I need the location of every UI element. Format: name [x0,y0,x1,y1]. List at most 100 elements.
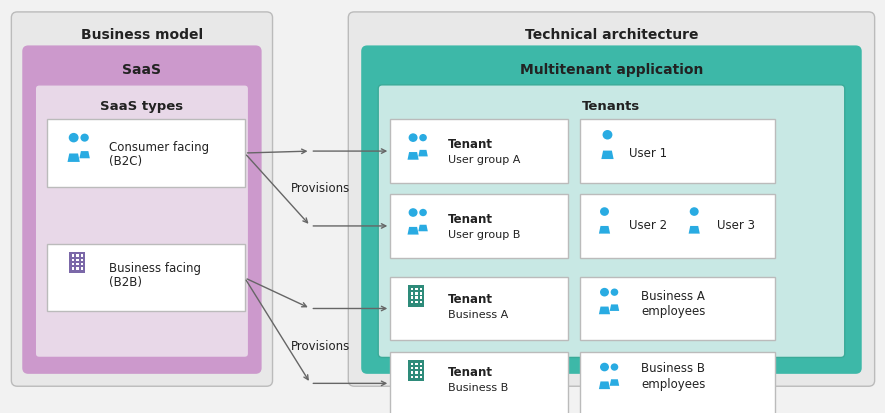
Text: Multitenant application: Multitenant application [519,63,704,77]
FancyBboxPatch shape [415,288,418,291]
FancyBboxPatch shape [76,263,79,266]
Circle shape [81,134,88,142]
FancyBboxPatch shape [81,259,83,261]
Text: SaaS: SaaS [122,63,161,77]
Circle shape [69,133,79,143]
FancyBboxPatch shape [580,277,775,340]
FancyBboxPatch shape [35,85,249,358]
FancyBboxPatch shape [349,13,874,386]
Text: SaaS types: SaaS types [100,100,183,113]
FancyBboxPatch shape [81,263,83,266]
FancyBboxPatch shape [415,371,418,374]
FancyBboxPatch shape [415,363,418,365]
FancyBboxPatch shape [390,352,567,413]
Circle shape [611,363,619,371]
Text: Provisions: Provisions [291,339,350,353]
FancyBboxPatch shape [390,195,567,258]
Text: Business facing: Business facing [109,261,201,274]
Polygon shape [599,226,610,234]
Circle shape [600,288,609,297]
Text: Tenant: Tenant [448,293,493,306]
FancyBboxPatch shape [411,376,413,378]
FancyBboxPatch shape [580,120,775,183]
FancyBboxPatch shape [72,259,74,261]
FancyBboxPatch shape [415,376,418,378]
FancyBboxPatch shape [411,371,413,374]
FancyBboxPatch shape [415,301,418,304]
Text: User 3: User 3 [717,219,755,232]
FancyBboxPatch shape [408,361,424,382]
FancyBboxPatch shape [580,352,775,413]
Text: Business B: Business B [642,362,705,375]
FancyBboxPatch shape [419,367,422,370]
Polygon shape [80,152,90,159]
FancyBboxPatch shape [411,297,413,299]
FancyBboxPatch shape [47,244,244,312]
FancyBboxPatch shape [419,371,422,374]
Polygon shape [610,380,620,386]
Text: User group B: User group B [448,229,520,239]
FancyBboxPatch shape [411,363,413,365]
FancyBboxPatch shape [390,277,567,340]
FancyBboxPatch shape [411,288,413,291]
Circle shape [419,209,427,217]
FancyBboxPatch shape [378,85,845,358]
FancyBboxPatch shape [419,288,422,291]
FancyBboxPatch shape [76,255,79,257]
FancyBboxPatch shape [12,13,273,386]
Polygon shape [601,151,613,160]
Polygon shape [419,150,427,157]
Circle shape [603,131,612,140]
FancyBboxPatch shape [580,195,775,258]
Circle shape [409,134,418,142]
FancyBboxPatch shape [419,363,422,365]
Circle shape [600,363,609,371]
FancyBboxPatch shape [415,292,418,295]
FancyBboxPatch shape [415,367,418,370]
Text: Business B: Business B [448,382,508,392]
Circle shape [419,135,427,142]
FancyBboxPatch shape [69,252,85,273]
FancyBboxPatch shape [72,263,74,266]
FancyBboxPatch shape [81,255,83,257]
Text: User group A: User group A [448,154,520,164]
FancyBboxPatch shape [411,367,413,370]
Text: Business model: Business model [81,28,203,42]
FancyBboxPatch shape [419,297,422,299]
FancyBboxPatch shape [76,259,79,261]
FancyBboxPatch shape [415,297,418,299]
FancyBboxPatch shape [390,120,567,183]
Text: Tenants: Tenants [582,100,641,113]
Text: User 1: User 1 [629,146,667,159]
Polygon shape [67,154,80,163]
Text: User 2: User 2 [629,219,667,232]
Polygon shape [407,153,419,160]
Polygon shape [407,227,419,235]
Text: Provisions: Provisions [291,182,350,195]
Circle shape [409,209,418,217]
FancyBboxPatch shape [419,376,422,378]
FancyBboxPatch shape [362,47,861,373]
Polygon shape [419,225,427,232]
FancyBboxPatch shape [411,301,413,304]
Text: Technical architecture: Technical architecture [525,28,698,42]
FancyBboxPatch shape [72,268,74,270]
Text: employees: employees [642,377,705,390]
Text: Tenant: Tenant [448,138,493,150]
FancyBboxPatch shape [419,292,422,295]
Text: employees: employees [642,304,705,317]
Circle shape [689,208,698,216]
Circle shape [600,208,609,216]
Polygon shape [599,382,610,389]
FancyBboxPatch shape [419,301,422,304]
FancyBboxPatch shape [408,286,424,307]
Polygon shape [689,226,700,234]
Text: Tenant: Tenant [448,366,493,378]
FancyBboxPatch shape [23,47,260,373]
Text: (B2B): (B2B) [109,275,142,288]
FancyBboxPatch shape [76,268,79,270]
FancyBboxPatch shape [81,268,83,270]
Polygon shape [599,307,610,314]
FancyBboxPatch shape [72,255,74,257]
Text: Business A: Business A [642,289,705,302]
